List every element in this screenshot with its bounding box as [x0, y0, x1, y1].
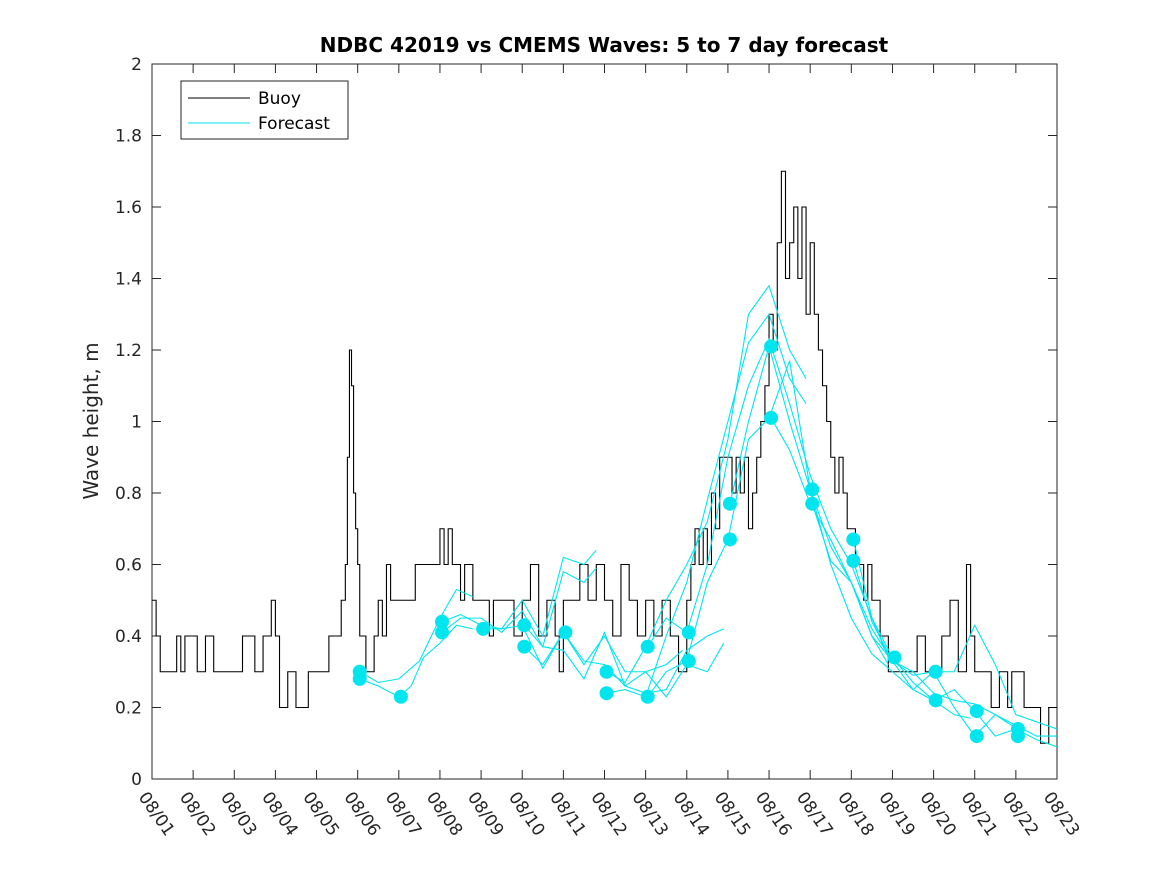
- forecast-marker: [1010, 729, 1025, 744]
- forecast-line: [359, 588, 474, 684]
- forecast-marker: [517, 618, 532, 633]
- forecast-marker: [599, 686, 614, 701]
- forecast-marker: [928, 664, 943, 679]
- forecast-marker: [764, 339, 779, 354]
- forecast-marker: [846, 532, 861, 547]
- forecast-marker: [928, 693, 943, 708]
- forecast-marker: [722, 496, 737, 511]
- buoy-series: [152, 170, 1057, 744]
- chart-title: NDBC 42019 vs CMEMS Waves: 5 to 7 day fo…: [320, 33, 889, 57]
- y-tick-label: 0.4: [115, 627, 142, 647]
- forecast-marker: [969, 704, 984, 719]
- forecast-marker: [681, 654, 696, 669]
- forecast-marker: [681, 625, 696, 640]
- legend-box: [180, 80, 349, 140]
- forecast-line: [606, 284, 807, 684]
- forecast-marker: [805, 482, 820, 497]
- forecast-marker: [846, 553, 861, 568]
- forecast-marker: [558, 625, 573, 640]
- y-tick-label: 0.8: [115, 484, 142, 504]
- forecast-marker: [352, 671, 367, 686]
- forecast-marker: [476, 621, 491, 636]
- forecast-marker: [640, 689, 655, 704]
- forecast-marker: [435, 614, 450, 629]
- forecast-marker: [435, 625, 450, 640]
- forecast-marker: [805, 496, 820, 511]
- y-tick-label: 1.6: [115, 198, 142, 218]
- plot-area: [151, 63, 1058, 780]
- y-axis-label: Wave height, m: [79, 342, 103, 499]
- y-axis: 0 0.2 0.4 0.6 0.8 1 1.2 1.4 1.6 1.8 2: [115, 55, 1057, 790]
- forecast-line: [606, 313, 807, 698]
- legend: Buoy Forecast: [180, 80, 349, 140]
- y-tick-label: 1.8: [115, 127, 142, 147]
- forecast-marker: [969, 729, 984, 744]
- forecast-line: [441, 567, 597, 649]
- y-tick-label: 0.6: [115, 556, 142, 576]
- forecast-line: [523, 631, 725, 698]
- y-tick-label: 0: [131, 770, 142, 790]
- legend-forecast-label: Forecast: [258, 114, 330, 134]
- forecast-marker: [517, 639, 532, 654]
- forecast-line: [359, 624, 473, 698]
- forecast-marker: [764, 410, 779, 425]
- buoy-line: [152, 170, 1057, 744]
- y-tick-label: 2: [131, 55, 142, 75]
- forecast-marker: [393, 689, 408, 704]
- forecast-series: [352, 284, 1057, 748]
- forecast-marker: [887, 650, 902, 665]
- forecast-marker: [599, 664, 614, 679]
- y-tick-label: 0.2: [115, 699, 142, 719]
- legend-buoy-label: Buoy: [258, 89, 301, 109]
- forecast-line: [483, 624, 684, 673]
- forecast-marker: [640, 639, 655, 654]
- y-tick-label: 1: [131, 413, 142, 433]
- y-tick-label: 1.4: [115, 270, 142, 290]
- forecast-marker: [722, 532, 737, 547]
- y-tick-label: 1.2: [115, 341, 142, 361]
